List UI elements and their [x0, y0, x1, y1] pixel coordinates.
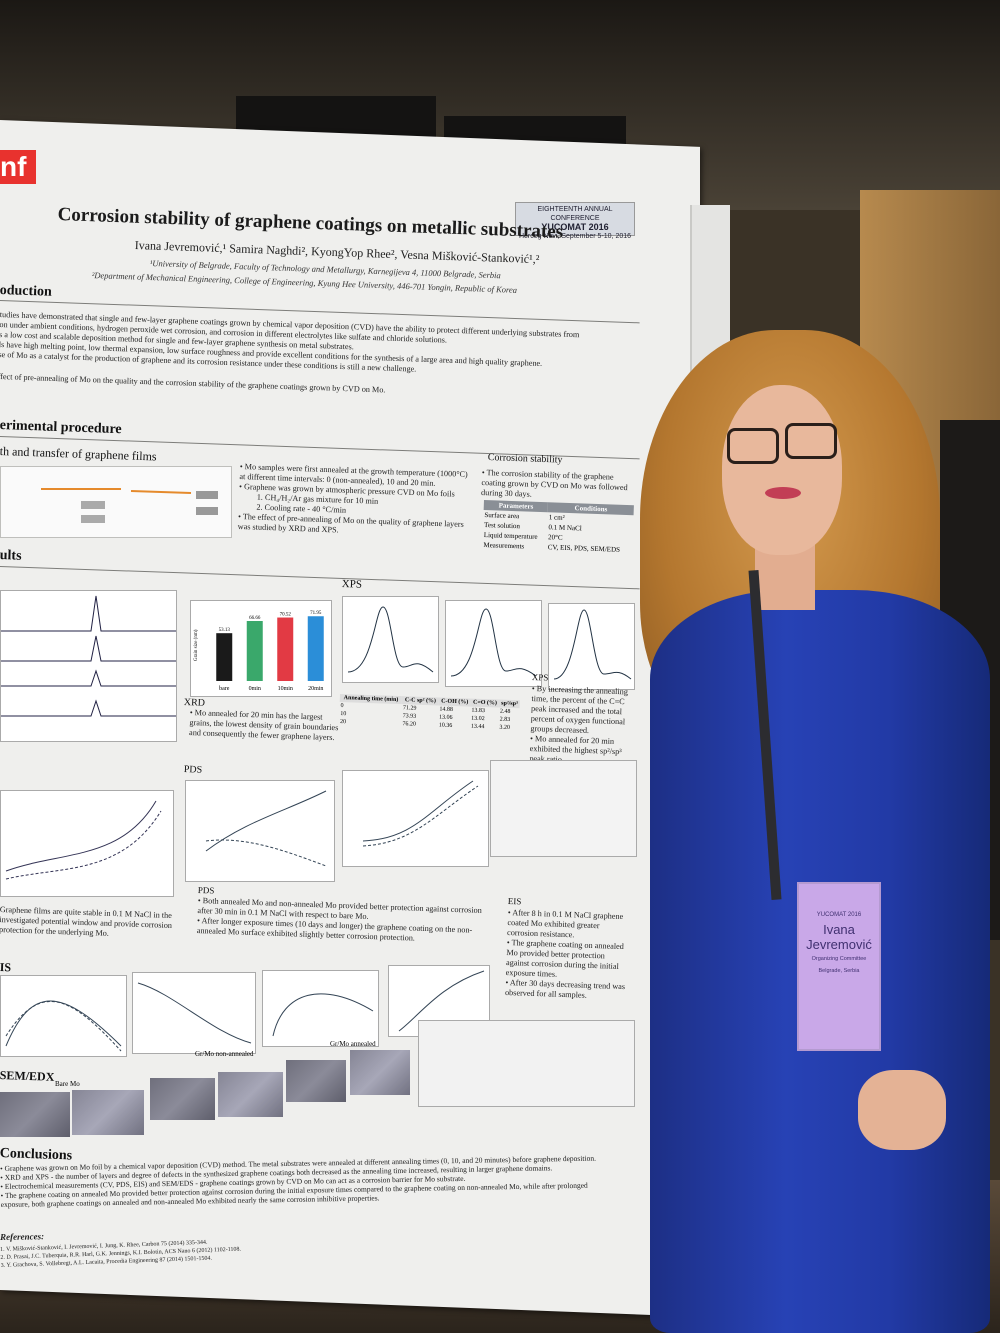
xrd-plot: [0, 590, 177, 742]
person-lips: [765, 487, 801, 499]
sem-image: [72, 1090, 144, 1135]
xrd-text: • Mo annealed for 20 min has the largest…: [188, 708, 339, 743]
xrd-chart: [1, 595, 176, 717]
sem-image: [0, 1092, 70, 1137]
pds-plot-a: [185, 780, 335, 882]
eis-chart-3: [272, 993, 374, 1037]
xps-table: Annealing time (min) C-C sp² (%) C-OH (%…: [339, 694, 520, 732]
xps-chart-a: [347, 606, 434, 673]
eis-side-heading: EIS: [507, 896, 522, 907]
grain-bar-category: 0min: [249, 686, 261, 692]
pds-table: [490, 760, 637, 857]
xps-side-heading: XPS: [531, 672, 549, 683]
table-cell: 76.20: [402, 721, 416, 728]
person-hands: [858, 1070, 946, 1150]
badge-role: Organizing Committee: [811, 956, 867, 962]
conference-name: YUCOMAT 2016: [541, 222, 609, 232]
sem-image: [286, 1060, 346, 1102]
conference-line: EIGHTEENTH ANNUAL CONFERENCE: [537, 206, 613, 222]
xps-chart-c: [553, 609, 632, 680]
conference-badge: EIGHTEENTH ANNUAL CONFERENCE YUCOMAT 201…: [515, 202, 635, 240]
section-results: ults: [0, 548, 22, 564]
pds-chart-b: [362, 780, 479, 847]
grain-bar: [246, 621, 263, 681]
badge-event: YUCOMAT 2016: [816, 912, 862, 918]
xps-bullet: • By increasing the annealing time, the …: [530, 684, 629, 736]
corrosion-conditions-table: Parameters Conditions Surface area 1 cm² …: [482, 500, 634, 555]
references-heading: References:: [0, 1231, 45, 1242]
xps-plot-b: [445, 600, 542, 687]
sem-heading: SEM/EDX: [0, 1068, 55, 1084]
name-badge: YUCOMAT 2016 Ivana Jevremović Organizing…: [797, 882, 881, 1051]
grain-chart-ylabel: Grain size (nm): [194, 629, 199, 661]
xps-text: • By increasing the annealing time, the …: [529, 684, 637, 768]
table-cell: 3.20: [499, 724, 511, 731]
section-introduction: oduction: [0, 283, 53, 300]
grain-bar: [277, 617, 294, 681]
eis-chart-2: [137, 982, 252, 1044]
sem-label: Gr/Mo annealed: [330, 1040, 376, 1048]
xps-chart-b: [450, 608, 537, 677]
grain-bar: [307, 616, 324, 681]
eis-chart-4: [398, 970, 485, 1032]
eis-chart-1: [5, 1000, 122, 1052]
eis-text: • After 8 h in 0.1 M NaCl graphene coate…: [505, 908, 630, 1002]
cv-plot: [0, 790, 174, 897]
sem-image: [350, 1050, 410, 1095]
experimental-text: • Mo samples were first annealed at the …: [238, 462, 490, 541]
badge-place: Belgrade, Serbia: [818, 968, 860, 974]
grain-bar: [216, 633, 233, 681]
xps-plot-a: [342, 596, 439, 683]
grain-bar-value: 71.95: [310, 611, 322, 616]
pds-chart-a: [205, 790, 327, 867]
eis-plot-2: [132, 972, 256, 1054]
table-cell: 10.36: [438, 722, 453, 729]
xps-heading: XPS: [341, 578, 363, 591]
institution-logo: nf: [0, 150, 36, 184]
badge-name: Ivana Jevremović: [806, 922, 872, 952]
eis-plot-3: [262, 970, 379, 1047]
cvd-scheme-diagram: [41, 488, 218, 523]
cv-chart: [5, 800, 162, 880]
grain-bar-category: bare: [219, 686, 230, 692]
eis-bullet: • After 30 days decreasing trend was obs…: [504, 977, 626, 1000]
grain-bar-value: 70.52: [280, 613, 292, 618]
glasses-icon: [727, 428, 779, 464]
sem-label: Gr/Mo non-annealed: [195, 1050, 254, 1058]
grain-bar-category: 20min: [308, 686, 323, 692]
sem-label: Bare Mo: [55, 1080, 80, 1088]
cvd-scheme-panel: [0, 466, 232, 538]
eis-plot-1: [0, 975, 127, 1057]
xps-plot-c: [548, 603, 635, 690]
edx-table: [418, 1020, 635, 1107]
conference-line: Herceg Novi, September 5-10, 2016: [518, 233, 632, 240]
grain-size-chart: 53.13 bare 66.66 0min 70.52 10min 71.95 20min Gr…: [190, 600, 332, 697]
grain-bar-category: 10min: [278, 686, 293, 692]
pds-heading: PDS: [183, 764, 203, 776]
xrd-heading: XRD: [183, 697, 206, 709]
pds-side-heading: PDS: [197, 885, 215, 896]
eis-bullet: • The graphene coating on annealed Mo pr…: [505, 937, 624, 979]
eis-bullet: • After 8 h in 0.1 M NaCl graphene coate…: [506, 908, 624, 940]
glasses-icon: [785, 423, 837, 459]
grain-bar-value: 53.13: [219, 628, 231, 633]
grain-bar-value: 66.66: [249, 616, 261, 621]
pds-plot-b: [342, 770, 489, 867]
section-conclusions: Conclusions: [0, 1146, 73, 1164]
eis-heading: IS: [0, 960, 12, 975]
corrosion-text: • The corrosion stability of the graphen…: [480, 468, 628, 499]
sem-image: [218, 1072, 283, 1117]
person-face: [722, 385, 842, 555]
table-cell: 13.44: [470, 723, 485, 731]
sem-image: [150, 1078, 215, 1120]
cv-text: Graphene films are quite stable in 0.1 M…: [0, 905, 173, 938]
grain-size-bars: 53.13 bare 66.66 0min 70.52 10min 71.95 20min Gr…: [194, 611, 324, 692]
